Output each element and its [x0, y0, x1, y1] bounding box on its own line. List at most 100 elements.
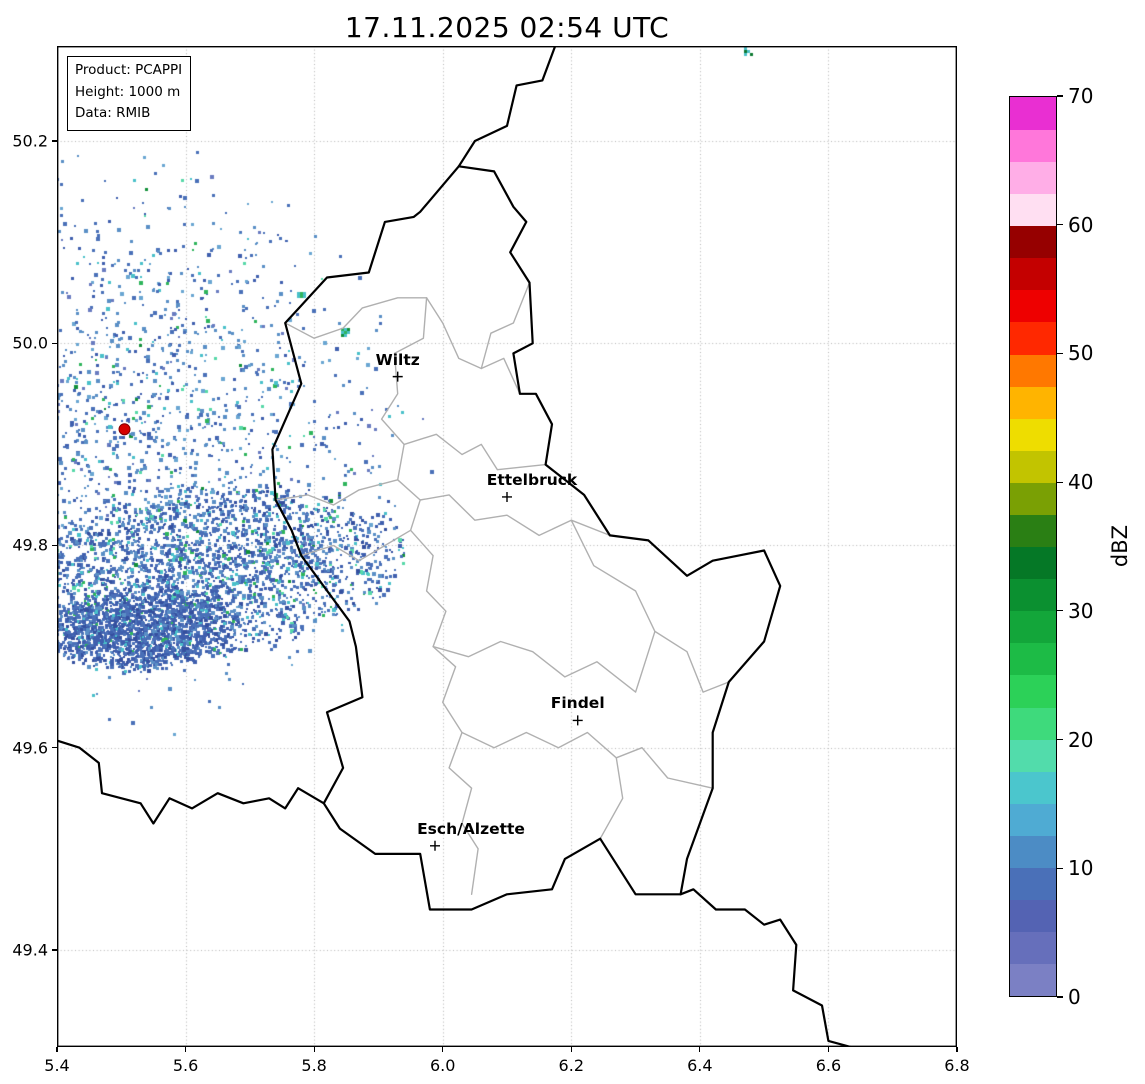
colorbar-tick-label: 10: [1068, 856, 1094, 881]
colorbar-segment: [1010, 417, 1056, 451]
district-border: [300, 529, 412, 562]
map-borders-layer: [57, 46, 957, 1047]
colorbar-segment: [1010, 129, 1056, 162]
colorbar-segment: [1010, 353, 1056, 387]
colorbar-segment: [1010, 97, 1056, 130]
x-tick-mark: [442, 1047, 444, 1052]
colorbar-segment: [1010, 867, 1056, 901]
colorbar-segment: [1010, 546, 1056, 580]
y-tick-mark: [52, 747, 57, 749]
district-border: [461, 731, 714, 789]
district-border: [284, 297, 521, 395]
x-tick-mark: [184, 1047, 187, 1052]
colorbar-segment: [1010, 706, 1056, 740]
colorbar-segment: [1010, 321, 1056, 355]
colorbar-segment: [1010, 770, 1056, 804]
colorbar-tick-mark: [1057, 996, 1063, 998]
district-border: [380, 297, 479, 895]
colorbar: [1009, 96, 1057, 997]
y-tick-mark: [52, 342, 57, 344]
x-tick-label: 5.6: [172, 1056, 199, 1075]
colorbar-segment: [1010, 482, 1056, 515]
district-border: [570, 519, 730, 693]
city-marker: [430, 840, 440, 851]
colorbar-segment: [1010, 610, 1056, 644]
colorbar-segment: [1010, 193, 1056, 227]
national-border: [457, 46, 557, 168]
data-source-line: Data: RMIB: [75, 105, 151, 122]
x-tick-mark: [956, 1047, 958, 1052]
colorbar-segment: [1010, 642, 1056, 676]
x-tick-label: 6.6: [815, 1056, 842, 1075]
colorbar-tick-label: 60: [1068, 212, 1094, 237]
product-line: Product: PCAPPI: [75, 62, 183, 78]
colorbar-tick-mark: [1057, 95, 1063, 97]
x-tick-label: 6.4: [687, 1056, 713, 1075]
district-border: [480, 281, 531, 370]
city-label: Wiltz: [375, 350, 420, 369]
district-border: [432, 630, 656, 693]
city-marker: [572, 715, 583, 726]
map-plot: Product: PCAPPI Height: 1000 m Data: RMI…: [57, 46, 957, 1047]
city-label: Ettelbruck: [486, 470, 578, 489]
colorbar-tick-mark: [1057, 738, 1063, 741]
x-tick-mark: [56, 1047, 58, 1052]
plot-frame: [57, 46, 957, 1047]
y-tick-label: 49.4: [12, 940, 48, 960]
figure-title: 17.11.2025 02:54 UTC: [344, 11, 670, 44]
colorbar-segment: [1010, 931, 1056, 965]
x-tick-label: 6.8: [944, 1056, 970, 1075]
x-tick-label: 5.4: [44, 1056, 70, 1075]
colorbar-unit-label: dBZ: [1108, 524, 1132, 568]
colorbar-segment: [1010, 963, 1056, 996]
colorbar-segment: [1010, 289, 1056, 323]
colorbar-tick-label: 20: [1068, 727, 1094, 752]
colorbar-segment: [1010, 835, 1056, 869]
district-border: [419, 494, 611, 537]
y-tick-mark: [52, 140, 57, 142]
x-tick-label: 5.8: [301, 1056, 327, 1075]
city-marker: [502, 491, 512, 502]
colorbar-tick-mark: [1057, 481, 1063, 483]
district-border: [403, 433, 547, 471]
colorbar-tick-mark: [1057, 224, 1063, 226]
national-border: [57, 739, 325, 825]
x-tick-mark: [827, 1047, 830, 1052]
colorbar-segment: [1010, 161, 1056, 195]
height-line: Height: 1000 m: [75, 83, 181, 100]
colorbar-tick-label: 50: [1068, 341, 1094, 366]
x-tick-mark: [570, 1047, 572, 1052]
product-info-box: Product: PCAPPI Height: 1000 m Data: RMI…: [67, 56, 192, 131]
national-border: [271, 165, 782, 911]
x-tick-label: 6.0: [429, 1056, 456, 1075]
y-tick-label: 49.8: [12, 535, 48, 555]
colorbar-segment: [1010, 225, 1056, 259]
x-tick-label: 6.2: [558, 1056, 585, 1075]
colorbar-tick-mark: [1057, 867, 1063, 869]
city-label: Findel: [550, 694, 605, 713]
colorbar-segment: [1010, 738, 1056, 772]
y-tick-label: 49.6: [12, 738, 48, 758]
colorbar-tick-label: 40: [1068, 470, 1094, 495]
y-tick-label: 50.2: [12, 131, 48, 151]
x-tick-mark: [313, 1047, 315, 1052]
city-label: Esch/Alzette: [417, 819, 525, 838]
colorbar-tick-mark: [1057, 610, 1063, 612]
y-tick-label: 50.0: [12, 333, 48, 353]
district-border: [599, 757, 624, 840]
colorbar-tick-mark: [1057, 352, 1063, 355]
city-marker: [392, 371, 403, 382]
x-tick-mark: [699, 1047, 701, 1052]
colorbar-tick-label: 70: [1068, 84, 1094, 108]
y-tick-mark: [52, 544, 57, 547]
colorbar-segment: [1010, 385, 1056, 419]
national-border: [679, 888, 852, 1047]
colorbar-segment: [1010, 450, 1056, 483]
colorbar-segment: [1010, 578, 1056, 612]
district-border: [274, 479, 399, 506]
colorbar-segment: [1010, 803, 1056, 836]
colorbar-tick-label: 0: [1068, 985, 1081, 1009]
radar-site-dot: [118, 423, 131, 436]
y-tick-mark: [52, 949, 57, 951]
